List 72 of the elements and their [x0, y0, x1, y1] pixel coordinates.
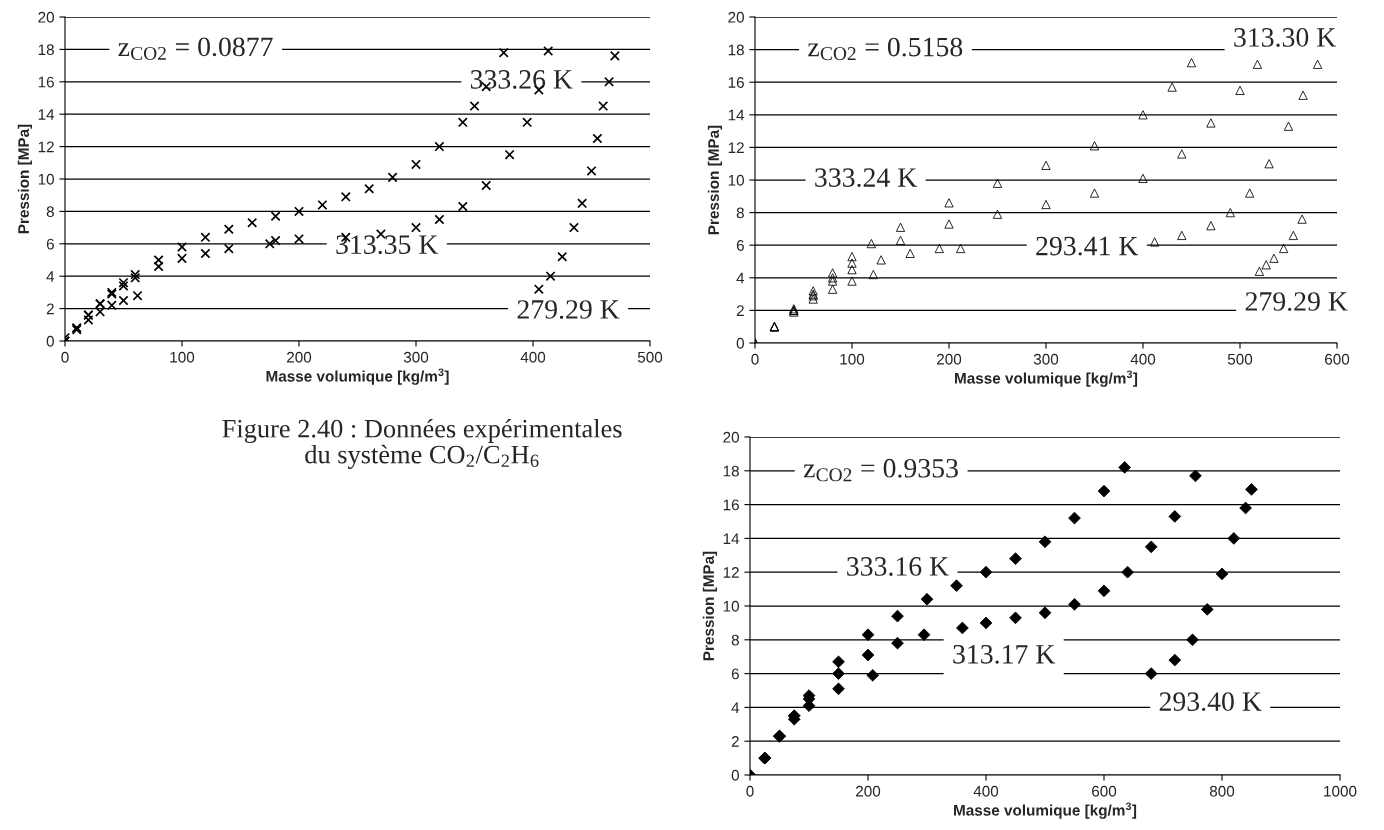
- y-tick-label: 14: [728, 109, 745, 121]
- x-axis-title: Masse volumique [kg/m$^{3}$]: [266, 368, 449, 385]
- y-tick-label: 18: [728, 44, 744, 56]
- series-label: 313.30 K: [1234, 28, 1337, 47]
- series-label: 313.17 K: [953, 644, 1056, 664]
- annotation: z$_{CO2}$ = 0.5158: [808, 37, 963, 61]
- x-tick-label: 300: [1033, 353, 1059, 365]
- y-tick-label: 6: [731, 668, 739, 680]
- caption: Figure 2.40 : Données expérimentales du système CO$_{2}$/C$_{2}$H$_{6}$: [222, 418, 622, 469]
- y-tick-label: 12: [728, 142, 744, 153]
- y-tick-label: 18: [723, 465, 739, 477]
- series-label: 279.29 K: [517, 300, 620, 319]
- y-tick-label: 16: [728, 77, 744, 88]
- x-tick-label: 600: [1092, 785, 1117, 797]
- x-tick-label: 0: [746, 785, 754, 797]
- y-tick-label: 6: [736, 240, 744, 251]
- y-axis-title: Pression [MPa]: [707, 125, 723, 235]
- y-tick-label: 4: [46, 271, 55, 282]
- series-label: 333.16 K: [847, 557, 949, 576]
- x-tick-label: 600: [1325, 353, 1350, 365]
- y-tick-label: 20: [728, 11, 744, 23]
- y-tick-label: 8: [736, 207, 744, 219]
- x-tick-label: 200: [856, 785, 881, 797]
- x-axis-title: Masse volumique [kg/m$^{3}$]: [955, 370, 1138, 387]
- y-tick-label: 0: [736, 337, 744, 349]
- y-tick-label: 16: [723, 499, 739, 511]
- y-tick-label: 8: [46, 206, 54, 218]
- x-tick-label: 300: [403, 351, 429, 363]
- y-axis-title: Pression [MPa]: [17, 124, 33, 234]
- y-tick-label: 20: [38, 11, 54, 23]
- x-tick-label: 400: [1130, 353, 1156, 365]
- y-tick-label: 16: [38, 76, 54, 88]
- x-tick-label: 1000: [1324, 785, 1357, 797]
- y-tick-label: 10: [728, 174, 744, 186]
- y-tick-label: 4: [736, 272, 745, 284]
- x-tick-label: 400: [520, 351, 546, 363]
- series-label: 293.40 K: [1159, 692, 1262, 712]
- y-tick-label: 10: [723, 600, 739, 612]
- x-tick-label: 500: [1227, 353, 1253, 365]
- y-tick-label: 2: [731, 736, 739, 747]
- x-tick-label: 0: [751, 353, 759, 365]
- x-tick-label: 800: [1209, 785, 1235, 797]
- y-tick-label: 12: [38, 141, 54, 153]
- x-tick-label: 100: [170, 351, 195, 363]
- x-tick-label: 400: [973, 785, 999, 797]
- series-label: 313.35 K: [336, 235, 439, 255]
- x-axis-title: Masse volumique [kg/m$^{3}$]: [954, 802, 1137, 819]
- annotation: z$_{CO2}$ = 0.0877: [118, 37, 273, 60]
- x-tick-label: 0: [61, 351, 69, 363]
- y-tick-label: 8: [731, 634, 739, 646]
- series-label: 333.26 K: [470, 70, 573, 89]
- y-tick-label: 0: [46, 335, 54, 347]
- y-tick-label: 20: [723, 431, 739, 443]
- x-tick-label: 100: [840, 353, 865, 365]
- series-label: 279.29 K: [1245, 292, 1348, 311]
- y-tick-label: 2: [46, 303, 54, 315]
- x-tick-label: 500: [637, 351, 663, 363]
- y-tick-label: 4: [731, 702, 740, 713]
- y-tick-label: 14: [723, 533, 740, 544]
- annotation: z$_{CO2}$ = 0.9353: [803, 458, 958, 482]
- x-tick-label: 200: [937, 353, 962, 365]
- y-tick-label: 0: [731, 769, 739, 781]
- y-tick-label: 10: [38, 173, 54, 185]
- y-tick-label: 6: [46, 238, 54, 250]
- y-tick-label: 14: [38, 109, 55, 120]
- y-tick-label: 12: [723, 567, 739, 578]
- y-tick-label: 18: [38, 44, 54, 56]
- series-label: 293.41 K: [1036, 236, 1139, 256]
- y-tick-label: 2: [736, 305, 744, 316]
- x-tick-label: 200: [287, 351, 312, 363]
- y-axis-title: Pression [MPa]: [702, 551, 718, 661]
- series-label: 333.24 K: [815, 168, 917, 188]
